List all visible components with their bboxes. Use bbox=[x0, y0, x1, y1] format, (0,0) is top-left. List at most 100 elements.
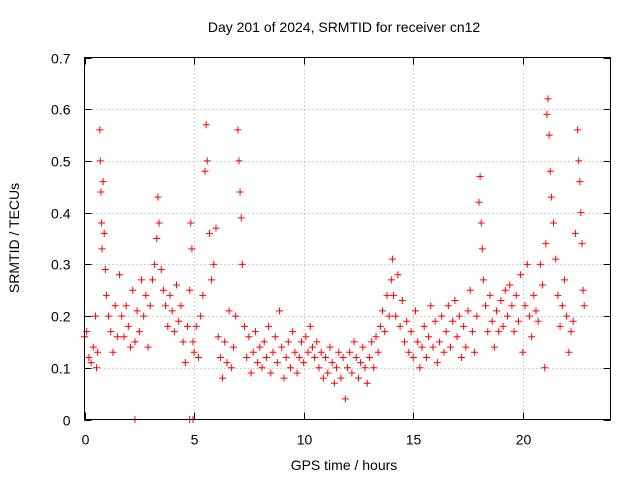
data-point bbox=[91, 312, 99, 320]
data-point bbox=[113, 333, 121, 341]
data-point bbox=[468, 328, 476, 336]
x-tick-label: 10 bbox=[297, 432, 313, 448]
data-point bbox=[486, 291, 494, 299]
data-point bbox=[111, 302, 119, 310]
data-point bbox=[262, 353, 270, 361]
data-point bbox=[212, 224, 220, 232]
data-point bbox=[251, 328, 259, 336]
data-point bbox=[475, 198, 483, 206]
data-point bbox=[187, 219, 195, 227]
data-point bbox=[155, 219, 163, 227]
data-point bbox=[392, 312, 400, 320]
data-point bbox=[339, 353, 347, 361]
data-point bbox=[576, 178, 584, 186]
data-point bbox=[162, 302, 170, 310]
data-point bbox=[503, 312, 511, 320]
axis-ticks bbox=[84, 57, 611, 421]
data-point bbox=[350, 338, 358, 346]
data-point bbox=[462, 343, 470, 351]
data-point bbox=[394, 271, 402, 279]
data-point bbox=[101, 266, 109, 274]
data-point bbox=[512, 291, 520, 299]
data-point bbox=[346, 348, 354, 356]
data-point bbox=[460, 322, 468, 330]
data-point bbox=[186, 286, 194, 294]
data-point bbox=[99, 178, 107, 186]
data-point bbox=[536, 260, 544, 268]
data-point bbox=[258, 364, 266, 372]
data-point bbox=[97, 188, 105, 196]
data-point bbox=[546, 167, 554, 175]
x-tick-label: 5 bbox=[191, 432, 199, 448]
data-point bbox=[521, 302, 529, 310]
data-point bbox=[398, 297, 406, 305]
data-point bbox=[550, 219, 558, 227]
data-point bbox=[383, 291, 391, 299]
data-point bbox=[544, 95, 552, 103]
data-point bbox=[363, 379, 371, 387]
y-tick-label: 0.1 bbox=[51, 361, 71, 377]
data-point bbox=[308, 343, 316, 351]
data-point bbox=[361, 364, 369, 372]
data-point bbox=[291, 348, 299, 356]
data-point bbox=[249, 348, 257, 356]
data-point bbox=[534, 317, 542, 325]
data-point bbox=[565, 348, 573, 356]
data-point bbox=[168, 307, 176, 315]
data-point bbox=[571, 229, 579, 237]
data-point bbox=[580, 302, 588, 310]
data-point bbox=[556, 322, 564, 330]
data-point bbox=[575, 157, 583, 165]
data-point bbox=[508, 302, 516, 310]
data-point bbox=[352, 353, 360, 361]
data-point bbox=[146, 302, 154, 310]
data-point bbox=[499, 322, 507, 330]
data-point bbox=[514, 317, 522, 325]
data-point bbox=[442, 328, 450, 336]
data-point bbox=[102, 291, 110, 299]
data-point bbox=[265, 322, 273, 330]
data-point bbox=[129, 286, 137, 294]
data-point bbox=[284, 338, 292, 346]
data-point bbox=[260, 338, 268, 346]
data-point bbox=[387, 276, 395, 284]
data-point bbox=[440, 348, 448, 356]
data-point bbox=[405, 348, 413, 356]
x-tick-label: 20 bbox=[516, 432, 532, 448]
data-point bbox=[567, 328, 575, 336]
data-point bbox=[400, 338, 408, 346]
data-point bbox=[438, 312, 446, 320]
data-point bbox=[328, 359, 336, 367]
data-point bbox=[484, 328, 492, 336]
data-point bbox=[488, 317, 496, 325]
data-point bbox=[357, 359, 365, 367]
data-point bbox=[530, 291, 538, 299]
data-point bbox=[194, 353, 202, 361]
data-point bbox=[453, 333, 461, 341]
data-point bbox=[177, 302, 185, 310]
data-point bbox=[396, 322, 404, 330]
data-point bbox=[144, 343, 152, 351]
data-point bbox=[560, 276, 568, 284]
data-point bbox=[545, 131, 553, 139]
data-point bbox=[471, 348, 479, 356]
data-point bbox=[201, 167, 209, 175]
data-point bbox=[577, 209, 585, 217]
data-point bbox=[344, 364, 351, 372]
data-point bbox=[289, 328, 297, 336]
data-point bbox=[135, 328, 143, 336]
data-point bbox=[519, 348, 527, 356]
data-point bbox=[153, 235, 161, 242]
data-point bbox=[552, 255, 560, 263]
data-point bbox=[189, 338, 197, 346]
data-point bbox=[497, 297, 505, 305]
data-point bbox=[420, 322, 428, 330]
y-axis-label: SRMTID / TECUs bbox=[6, 183, 22, 293]
data-point bbox=[422, 353, 430, 361]
data-point bbox=[202, 121, 210, 129]
data-point bbox=[365, 353, 373, 361]
data-point bbox=[388, 255, 396, 263]
data-point bbox=[96, 126, 104, 134]
data-point bbox=[368, 338, 376, 346]
data-point bbox=[319, 374, 327, 382]
